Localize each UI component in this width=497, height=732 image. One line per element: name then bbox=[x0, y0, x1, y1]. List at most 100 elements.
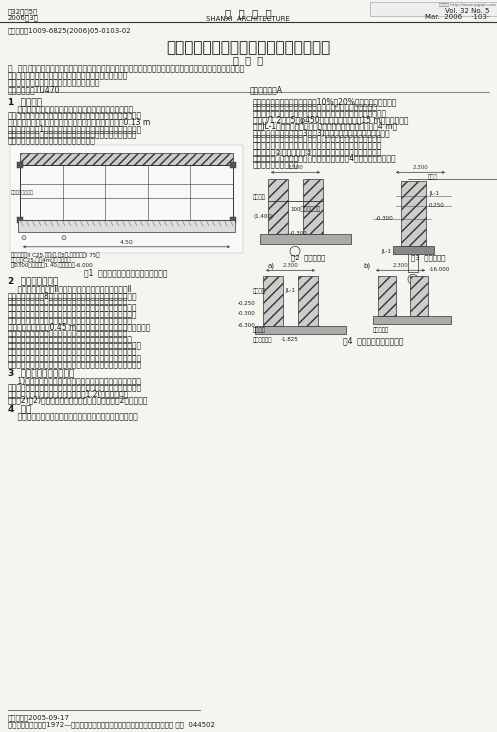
Text: 水济电机厂建筑设计室自主开发的名典家园住宅小区街衢: 水济电机厂建筑设计室自主开发的名典家园住宅小区街衢 bbox=[8, 105, 133, 114]
Text: ⊙: ⊙ bbox=[61, 235, 67, 241]
Text: 中图分类号：TU470: 中图分类号：TU470 bbox=[8, 85, 61, 94]
Text: 1  工程概况: 1 工程概况 bbox=[8, 97, 42, 106]
Text: 规定的2)。2)旧楼基础为毛石混凝土条形基础（见图2），沉降变: 规定的2)。2)旧楼基础为毛石混凝土条形基础（见图2），沉降变 bbox=[8, 395, 149, 405]
Text: SHANXI  ARCHITECTURE: SHANXI ARCHITECTURE bbox=[206, 16, 290, 22]
Text: 任  智  伟: 任 智 伟 bbox=[233, 55, 263, 65]
Text: 文章编号：1009-6825(2006)05-0103-02: 文章编号：1009-6825(2006)05-0103-02 bbox=[8, 27, 132, 34]
Text: 体及传载到受力会不够合理，同时因地坪标高受限，支埋外置会影: 体及传载到受力会不够合理，同时因地坪标高受限，支埋外置会影 bbox=[8, 342, 142, 351]
Text: 文献标识码：A: 文献标识码：A bbox=[250, 85, 283, 94]
Text: 2.300: 2.300 bbox=[288, 165, 303, 171]
Text: 范围内按构造配筋（见图3）；3)考虑到该工程新旧楼相接处的实: 范围内按构造配筋（见图3）；3)考虑到该工程新旧楼相接处的实 bbox=[253, 129, 391, 138]
Text: 挑梁梁侧距通道面太近，过道的通行车辆载重过大时会对挑: 挑梁梁侧距通道面太近，过道的通行车辆载重过大时会对挑 bbox=[8, 329, 128, 338]
Text: 免费考拉 http://www.qqppt.com: 免费考拉 http://www.qqppt.com bbox=[439, 3, 496, 7]
Text: 本工程地下室的筏板基础开挖探坑（有灰土处理），先施工: 本工程地下室的筏板基础开挖探坑（有灰土处理），先施工 bbox=[8, 412, 138, 421]
Text: 响本工程的沿街建筑效果。于是，最后决定采用旧老楼条基方向: 响本工程的沿街建筑效果。于是，最后决定采用旧老楼条基方向 bbox=[8, 348, 138, 356]
Text: 地面的基层，筏基下不做灰土处理，在筏基内加强暗梁配筋将荷: 地面的基层，筏基下不做灰土处理，在筏基内加强暗梁配筋将荷 bbox=[253, 141, 383, 150]
Text: 工）。这就决定了本工程的基础与西侧旧楼及东侧商业楼的基础: 工）。这就决定了本工程的基础与西侧旧楼及东侧商业楼的基础 bbox=[8, 304, 138, 313]
Text: 摘  要：: 摘 要： bbox=[8, 64, 27, 73]
Text: 4.50: 4.50 bbox=[120, 240, 133, 244]
Text: 高位比旧楼基底高出0.45 m。本工程若考虑用基础挑梁的做法，: 高位比旧楼基底高出0.45 m。本工程若考虑用基础挑梁的做法， bbox=[8, 323, 151, 332]
Bar bbox=[18, 220, 235, 232]
Text: a): a) bbox=[268, 262, 275, 269]
Text: -0.300: -0.300 bbox=[290, 231, 308, 236]
Text: 第32卷第5期: 第32卷第5期 bbox=[8, 8, 38, 15]
Text: -1.825: -1.825 bbox=[281, 337, 299, 343]
Text: -0.300: -0.300 bbox=[238, 311, 256, 316]
Bar bbox=[230, 162, 236, 168]
Text: JL-1: JL-1 bbox=[381, 250, 391, 254]
Text: 2.300: 2.300 bbox=[413, 165, 428, 171]
Text: 图3  柱基示意图: 图3 柱基示意图 bbox=[411, 254, 445, 261]
Text: 都有关联。根据地质勘察情况，决定新建工程均采用筏板基础。: 都有关联。根据地质勘察情况，决定新建工程均采用筏板基础。 bbox=[8, 310, 138, 319]
Bar bbox=[378, 276, 396, 316]
Text: 桩混凝土C25,配筋4m高配筋分布；: 桩混凝土C25,配筋4m高配筋分布； bbox=[11, 258, 72, 264]
Text: 2.300: 2.300 bbox=[393, 264, 409, 269]
Bar bbox=[373, 316, 451, 324]
Text: ⊙: ⊙ bbox=[20, 235, 26, 241]
Text: 梁（JL-1），为了加强桩基与上部承台梁的连接，桩高上部4 m高: 梁（JL-1），为了加强桩基与上部承台梁的连接，桩高上部4 m高 bbox=[253, 122, 397, 131]
Text: Mar.  2006    ·103·: Mar. 2006 ·103· bbox=[425, 14, 489, 20]
Text: 告及《建筑地基基础设计规范》的要求，桩基承载力特征值＝极限: 告及《建筑地基基础设计规范》的要求，桩基承载力特征值＝极限 bbox=[253, 110, 387, 119]
Bar bbox=[20, 165, 233, 220]
Text: 图1  新旧楼基础相接处局部平面示意图: 图1 新旧楼基础相接处局部平面示意图 bbox=[84, 269, 168, 278]
Text: 2  基础方案的选定: 2 基础方案的选定 bbox=[8, 277, 58, 285]
Bar bbox=[303, 179, 323, 234]
Text: 过渡楼基础: 过渡楼基础 bbox=[373, 327, 389, 333]
Text: 新旧房屋相接处基础处理的设计实例探讨: 新旧房屋相接处基础处理的设计实例探讨 bbox=[166, 40, 330, 55]
Text: 安房顶: 安房顶 bbox=[428, 174, 438, 180]
Bar bbox=[17, 162, 23, 168]
Bar bbox=[268, 179, 288, 234]
Text: 础的整体受力及稳定。: 础的整体受力及稳定。 bbox=[253, 160, 299, 169]
Bar bbox=[410, 276, 428, 316]
Text: 收稿日期：2005-09-17: 收稿日期：2005-09-17 bbox=[8, 714, 70, 720]
Text: 图2  旧楼基础图: 图2 旧楼基础图 bbox=[291, 254, 325, 261]
Text: 3  新旧基础相接处的设计: 3 新旧基础相接处的设计 bbox=[8, 369, 74, 378]
Text: 承载力/1.2，选5根φ450摩擦型桩，有效桩长15 m，桩顶设承台: 承载力/1.2，选5根φ450摩擦型桩，有效桩长15 m，桩顶设承台 bbox=[253, 116, 409, 125]
Text: 旧楼地面: 旧楼地面 bbox=[253, 194, 266, 200]
Text: 旧楼基础: 旧楼基础 bbox=[253, 327, 266, 333]
Text: 旧楼地面: 旧楼地面 bbox=[253, 288, 266, 294]
Bar bbox=[17, 217, 23, 223]
Text: 际情况，结构设计上将通道地面由采用筏板基础并直接作为通道: 际情况，结构设计上将通道地面由采用筏板基础并直接作为通道 bbox=[253, 135, 383, 143]
Text: -0.300: -0.300 bbox=[376, 216, 394, 221]
Bar bbox=[393, 246, 434, 254]
Bar bbox=[260, 234, 351, 244]
Text: 4  施工: 4 施工 bbox=[8, 404, 31, 413]
Text: 载主要传至②轴的桩基和③轴的混凝土墙，此混凝土墙则将荷: 载主要传至②轴的桩基和③轴的混凝土墙，此混凝土墙则将荷 bbox=[253, 147, 382, 157]
Text: 桩⊙300桩端标高：1.40,桩端标高＝-6.000: 桩⊙300桩端标高：1.40,桩端标高＝-6.000 bbox=[11, 263, 93, 269]
Text: 考设桩基的方案，因为桩基承载力大，沉降变形小，不会对沉降已: 考设桩基的方案，因为桩基承载力大，沉降变形小，不会对沉降已 bbox=[8, 354, 142, 363]
Text: -16.000: -16.000 bbox=[429, 267, 450, 272]
Text: 新楼下室基础: 新楼下室基础 bbox=[253, 337, 272, 343]
Text: 楼坐北朝南，西侧山墙紧邻一职工宿舍楼（两山墙间仅设0.13 m: 楼坐北朝南，西侧山墙紧邻一职工宿舍楼（两山墙间仅设0.13 m bbox=[8, 118, 150, 127]
Text: 结合具体工程实例，从概念设计的角度介绍了如何在实践中理解和运用桩基和筏基处理新旧建筑基础衔接问: 结合具体工程实例，从概念设计的角度介绍了如何在实践中理解和运用桩基和筏基处理新旧… bbox=[28, 64, 246, 73]
Text: 2.300: 2.300 bbox=[283, 264, 298, 269]
Text: 题，做到既满足建筑设计要求又保证新旧房屋结构的安全。: 题，做到既满足建筑设计要求又保证新旧房屋结构的安全。 bbox=[8, 71, 128, 80]
Bar bbox=[370, 2, 497, 16]
Text: 承载力特征值取其极限承载力安全系数1.2(并未取规范中: 承载力特征值取其极限承载力安全系数1.2(并未取规范中 bbox=[8, 389, 129, 398]
Text: 在破除脚脚以外的部分仍然满足承载力要求。根据地质勘察报: 在破除脚脚以外的部分仍然满足承载力要求。根据地质勘察报 bbox=[253, 103, 378, 112]
Bar bbox=[10, 145, 243, 253]
Text: 山  西  建  筑: 山 西 建 筑 bbox=[225, 8, 271, 18]
Text: 载传至带有地下室的筏基处（有灰土处理，见图4），做到了整栋楼基: 载传至带有地下室的筏基处（有灰土处理，见图4），做到了整栋楼基 bbox=[253, 154, 397, 163]
Text: 关键词：桩基，筏基，结构，设计，基础处理: 关键词：桩基，筏基，结构，设计，基础处理 bbox=[8, 78, 100, 87]
Text: 100号毛石混凝土: 100号毛石混凝土 bbox=[290, 207, 320, 212]
Text: 类，抗震设防烈度8度。除了西侧通道部分不带地下室，其余部: 类，抗震设防烈度8度。除了西侧通道部分不带地下室，其余部 bbox=[8, 291, 138, 300]
Bar bbox=[401, 182, 426, 246]
Text: Vol. 32 No. 5: Vol. 32 No. 5 bbox=[445, 8, 489, 14]
Text: -6.300: -6.300 bbox=[238, 324, 256, 328]
Bar bbox=[255, 326, 346, 335]
Text: 分均有地下室，且东侧还有一栋商业楼（框架结构、二层施: 分均有地下室，且东侧还有一栋商业楼（框架结构、二层施 bbox=[8, 297, 128, 307]
Text: 0.250: 0.250 bbox=[429, 203, 445, 209]
Text: 力较高，变形小，设计时为了使桩基与筏基的变形协调一致，桩基: 力较高，变形小，设计时为了使桩基与筏基的变形协调一致，桩基 bbox=[8, 383, 142, 392]
Text: 础埋深大于老楼基底埋深，且两者相接处，老楼条形基础埋深不: 础埋深大于老楼基底埋深，且两者相接处，老楼条形基础埋深不 bbox=[8, 130, 138, 139]
Text: 该工程建筑场地为Ⅱ级非自重湿陷性场地，场地类别为Ⅱ: 该工程建筑场地为Ⅱ级非自重湿陷性场地，场地类别为Ⅱ bbox=[8, 285, 131, 294]
Text: 的一栋底商住宅楼，六层砖混结构，地下局部一层，地上六层。该: 的一栋底商住宅楼，六层砖混结构，地下局部一层，地上六层。该 bbox=[8, 111, 142, 120]
Text: 2006年3月: 2006年3月 bbox=[8, 14, 39, 20]
Text: (1.400): (1.400) bbox=[253, 214, 273, 220]
Text: 梁的受力很为不利；若在基础而配置最基础整型梁承受上部结: 梁的受力很为不利；若在基础而配置最基础整型梁承受上部结 bbox=[8, 335, 133, 344]
Text: 一致（变阶），给设计施工带来很多困难。: 一致（变阶），给设计施工带来很多困难。 bbox=[8, 136, 96, 146]
Text: 1)设计原则：因该工程的筏板基础为柔性基础，面板基承载: 1)设计原则：因该工程的筏板基础为柔性基础，面板基承载 bbox=[8, 377, 141, 386]
Text: JL-1: JL-1 bbox=[429, 191, 439, 196]
Bar bbox=[230, 217, 236, 223]
Bar bbox=[298, 276, 318, 326]
